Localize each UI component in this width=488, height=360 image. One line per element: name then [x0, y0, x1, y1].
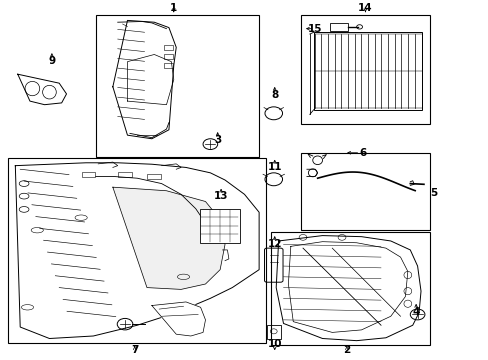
Text: 2: 2	[343, 345, 350, 355]
Bar	[300, 153, 429, 230]
Text: 9: 9	[48, 56, 55, 66]
Text: 11: 11	[267, 162, 282, 172]
Polygon shape	[113, 21, 176, 139]
Text: 13: 13	[213, 192, 228, 202]
Bar	[199, 209, 239, 243]
Text: 10: 10	[267, 339, 282, 349]
Text: 12: 12	[267, 239, 282, 249]
Bar	[329, 23, 347, 31]
Bar	[266, 325, 280, 339]
Bar	[300, 15, 429, 125]
Polygon shape	[276, 235, 420, 341]
Bar	[118, 172, 132, 177]
Polygon shape	[18, 74, 66, 105]
Text: 8: 8	[270, 90, 278, 100]
Text: 4: 4	[411, 307, 419, 316]
Text: 15: 15	[307, 24, 322, 34]
Bar	[163, 54, 172, 59]
Bar	[147, 174, 161, 179]
Bar	[271, 232, 429, 345]
Polygon shape	[306, 169, 317, 176]
Text: 1: 1	[170, 3, 177, 13]
Text: 7: 7	[131, 345, 138, 355]
Bar	[81, 172, 95, 177]
Bar	[8, 158, 266, 343]
Bar	[163, 45, 172, 50]
Text: 6: 6	[358, 148, 366, 158]
Bar	[96, 15, 259, 157]
Polygon shape	[113, 187, 224, 289]
Text: 14: 14	[357, 3, 372, 13]
Bar	[313, 32, 422, 110]
Bar	[163, 63, 172, 68]
Text: 3: 3	[214, 135, 221, 145]
Text: 5: 5	[429, 188, 436, 198]
Polygon shape	[15, 163, 259, 338]
Polygon shape	[152, 302, 205, 336]
